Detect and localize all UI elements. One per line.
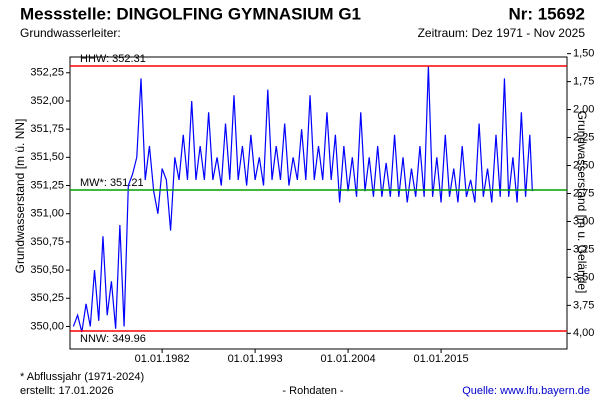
reference-label: MW*: 351.21: [80, 177, 144, 189]
y-axis-title: Grundwasserstand [m ü. NN]: [13, 119, 27, 274]
y-tick-label: 352,00: [30, 95, 64, 107]
y2-tick-label: 2,00: [573, 103, 594, 115]
y2-tick-label: 3,50: [573, 271, 594, 283]
y2-axis-title: Grundwasserstand [m u. Gelände]: [575, 111, 589, 294]
footnote: * Abflussjahr (1971-2024): [20, 371, 144, 383]
y-tick-label: 352,25: [30, 67, 64, 79]
x-tick-label: 01.01.1993: [228, 353, 283, 365]
created-date: erstellt: 17.01.2026: [20, 385, 114, 397]
y2-tick-label: 3,75: [573, 299, 594, 311]
y-tick-label: 350,25: [30, 292, 64, 304]
reference-label: NNW: 349.96: [80, 333, 146, 345]
y2-tick-label: 2,50: [573, 159, 594, 171]
y-tick-label: 351,75: [30, 123, 64, 135]
y-tick-label: 350,00: [30, 320, 64, 332]
y-tick-label: 350,50: [30, 264, 64, 276]
level-line: [72, 66, 533, 333]
station-number: Nr: 15692: [508, 4, 585, 23]
plot-frame: [69, 56, 568, 350]
x-tick-label: 01.01.1982: [135, 353, 190, 365]
y2-tick-label: 3,25: [573, 243, 594, 255]
y2-tick-label: 1,75: [573, 76, 594, 88]
y2-tick-label: 3,00: [573, 215, 594, 227]
period: Zeitraum: Dez 1971 - Nov 2025: [418, 26, 586, 40]
y-tick-label: 351,50: [30, 151, 64, 163]
raw-data-note: - Rohdaten -: [282, 385, 343, 397]
y2-tick-label: 2,75: [573, 187, 594, 199]
y2-tick-label: 2,25: [573, 131, 594, 143]
y2-tick-label: 4,00: [573, 327, 594, 339]
chart-title: Messstelle: DINGOLFING GYMNASIUM G1: [20, 4, 361, 23]
y2-tick-label: 1,50: [573, 48, 594, 60]
x-tick-label: 01.01.2015: [414, 353, 469, 365]
source-link[interactable]: Quelle: www.lfu.bayern.de: [462, 385, 590, 397]
y-tick-label: 350,75: [30, 236, 64, 248]
y-tick-label: 351,00: [30, 208, 64, 220]
subtitle: Grundwasserleiter:: [20, 26, 121, 40]
reference-label: HHW: 352.31: [80, 53, 146, 65]
x-tick-label: 01.01.2004: [321, 353, 376, 365]
y-tick-label: 351,25: [30, 179, 64, 191]
